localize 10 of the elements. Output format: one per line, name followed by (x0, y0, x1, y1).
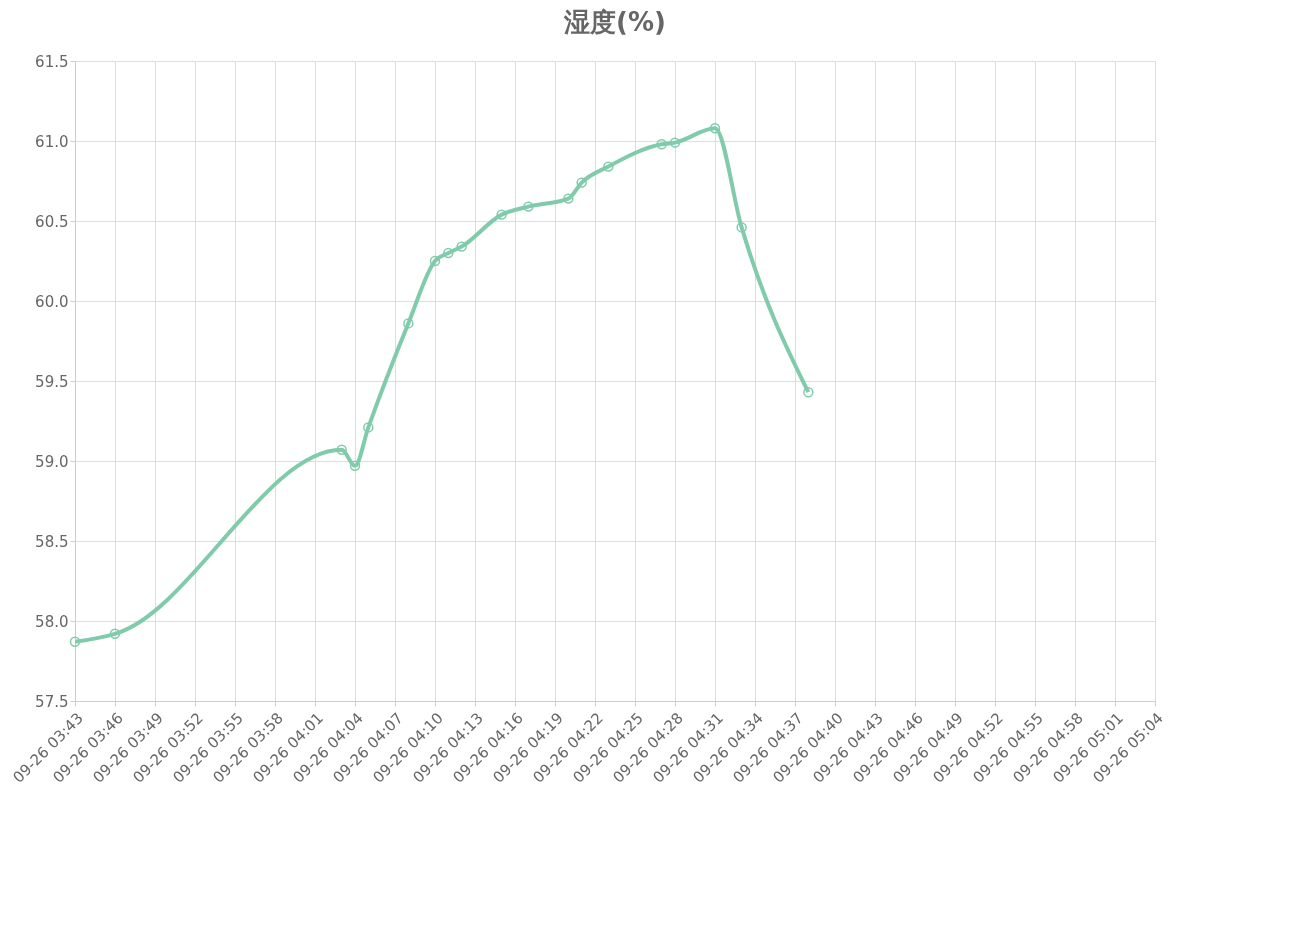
y-tick-label: 60.0 (35, 292, 69, 311)
y-tick-label: 58.0 (35, 612, 69, 631)
y-tick-label: 58.5 (35, 532, 69, 551)
y-tick-label: 57.5 (35, 692, 69, 711)
y-tick-label: 59.5 (35, 372, 69, 391)
y-tick-label: 60.5 (35, 212, 69, 231)
y-tick-label: 59.0 (35, 452, 69, 471)
chart-title: 湿度(%) (563, 7, 666, 37)
y-tick-label: 61.5 (35, 52, 69, 71)
y-tick-label: 61.0 (35, 132, 69, 151)
